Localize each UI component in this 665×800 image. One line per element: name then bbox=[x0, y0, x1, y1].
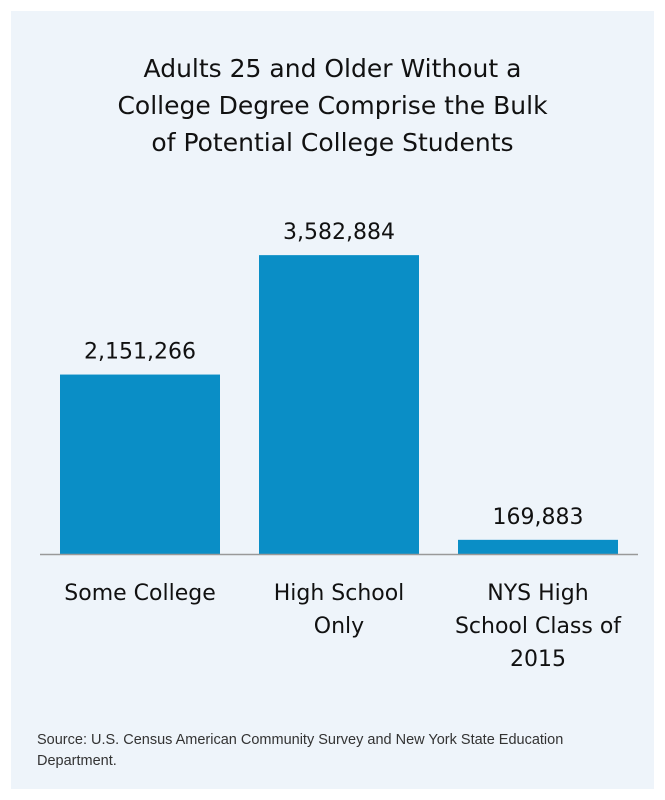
chart-title: Adults 25 and Older Without a College De… bbox=[0, 50, 665, 161]
chart-title-line-2: College Degree Comprise the Bulk bbox=[117, 91, 548, 120]
bar-3 bbox=[458, 539, 618, 554]
bar-2 bbox=[259, 255, 419, 554]
bar-1 bbox=[60, 374, 220, 554]
category-label-2-line-2: Only bbox=[314, 614, 364, 639]
chart-title-line-1: Adults 25 and Older Without a bbox=[143, 54, 522, 83]
data-label-3: 169,883 bbox=[493, 505, 584, 530]
category-label-2-line-1: High School bbox=[274, 581, 405, 606]
data-label-2: 3,582,884 bbox=[283, 220, 395, 245]
chart-title-line-3: of Potential College Students bbox=[151, 128, 514, 157]
category-label-3-line-2: School Class of bbox=[455, 614, 622, 639]
category-label-1-line-1: Some College bbox=[64, 581, 215, 606]
category-label-3-line-3: 2015 bbox=[510, 647, 566, 672]
source-note: Source: U.S. Census American Community S… bbox=[37, 732, 564, 769]
category-label-3-line-1: NYS High bbox=[487, 581, 588, 606]
data-label-1: 2,151,266 bbox=[84, 340, 196, 365]
